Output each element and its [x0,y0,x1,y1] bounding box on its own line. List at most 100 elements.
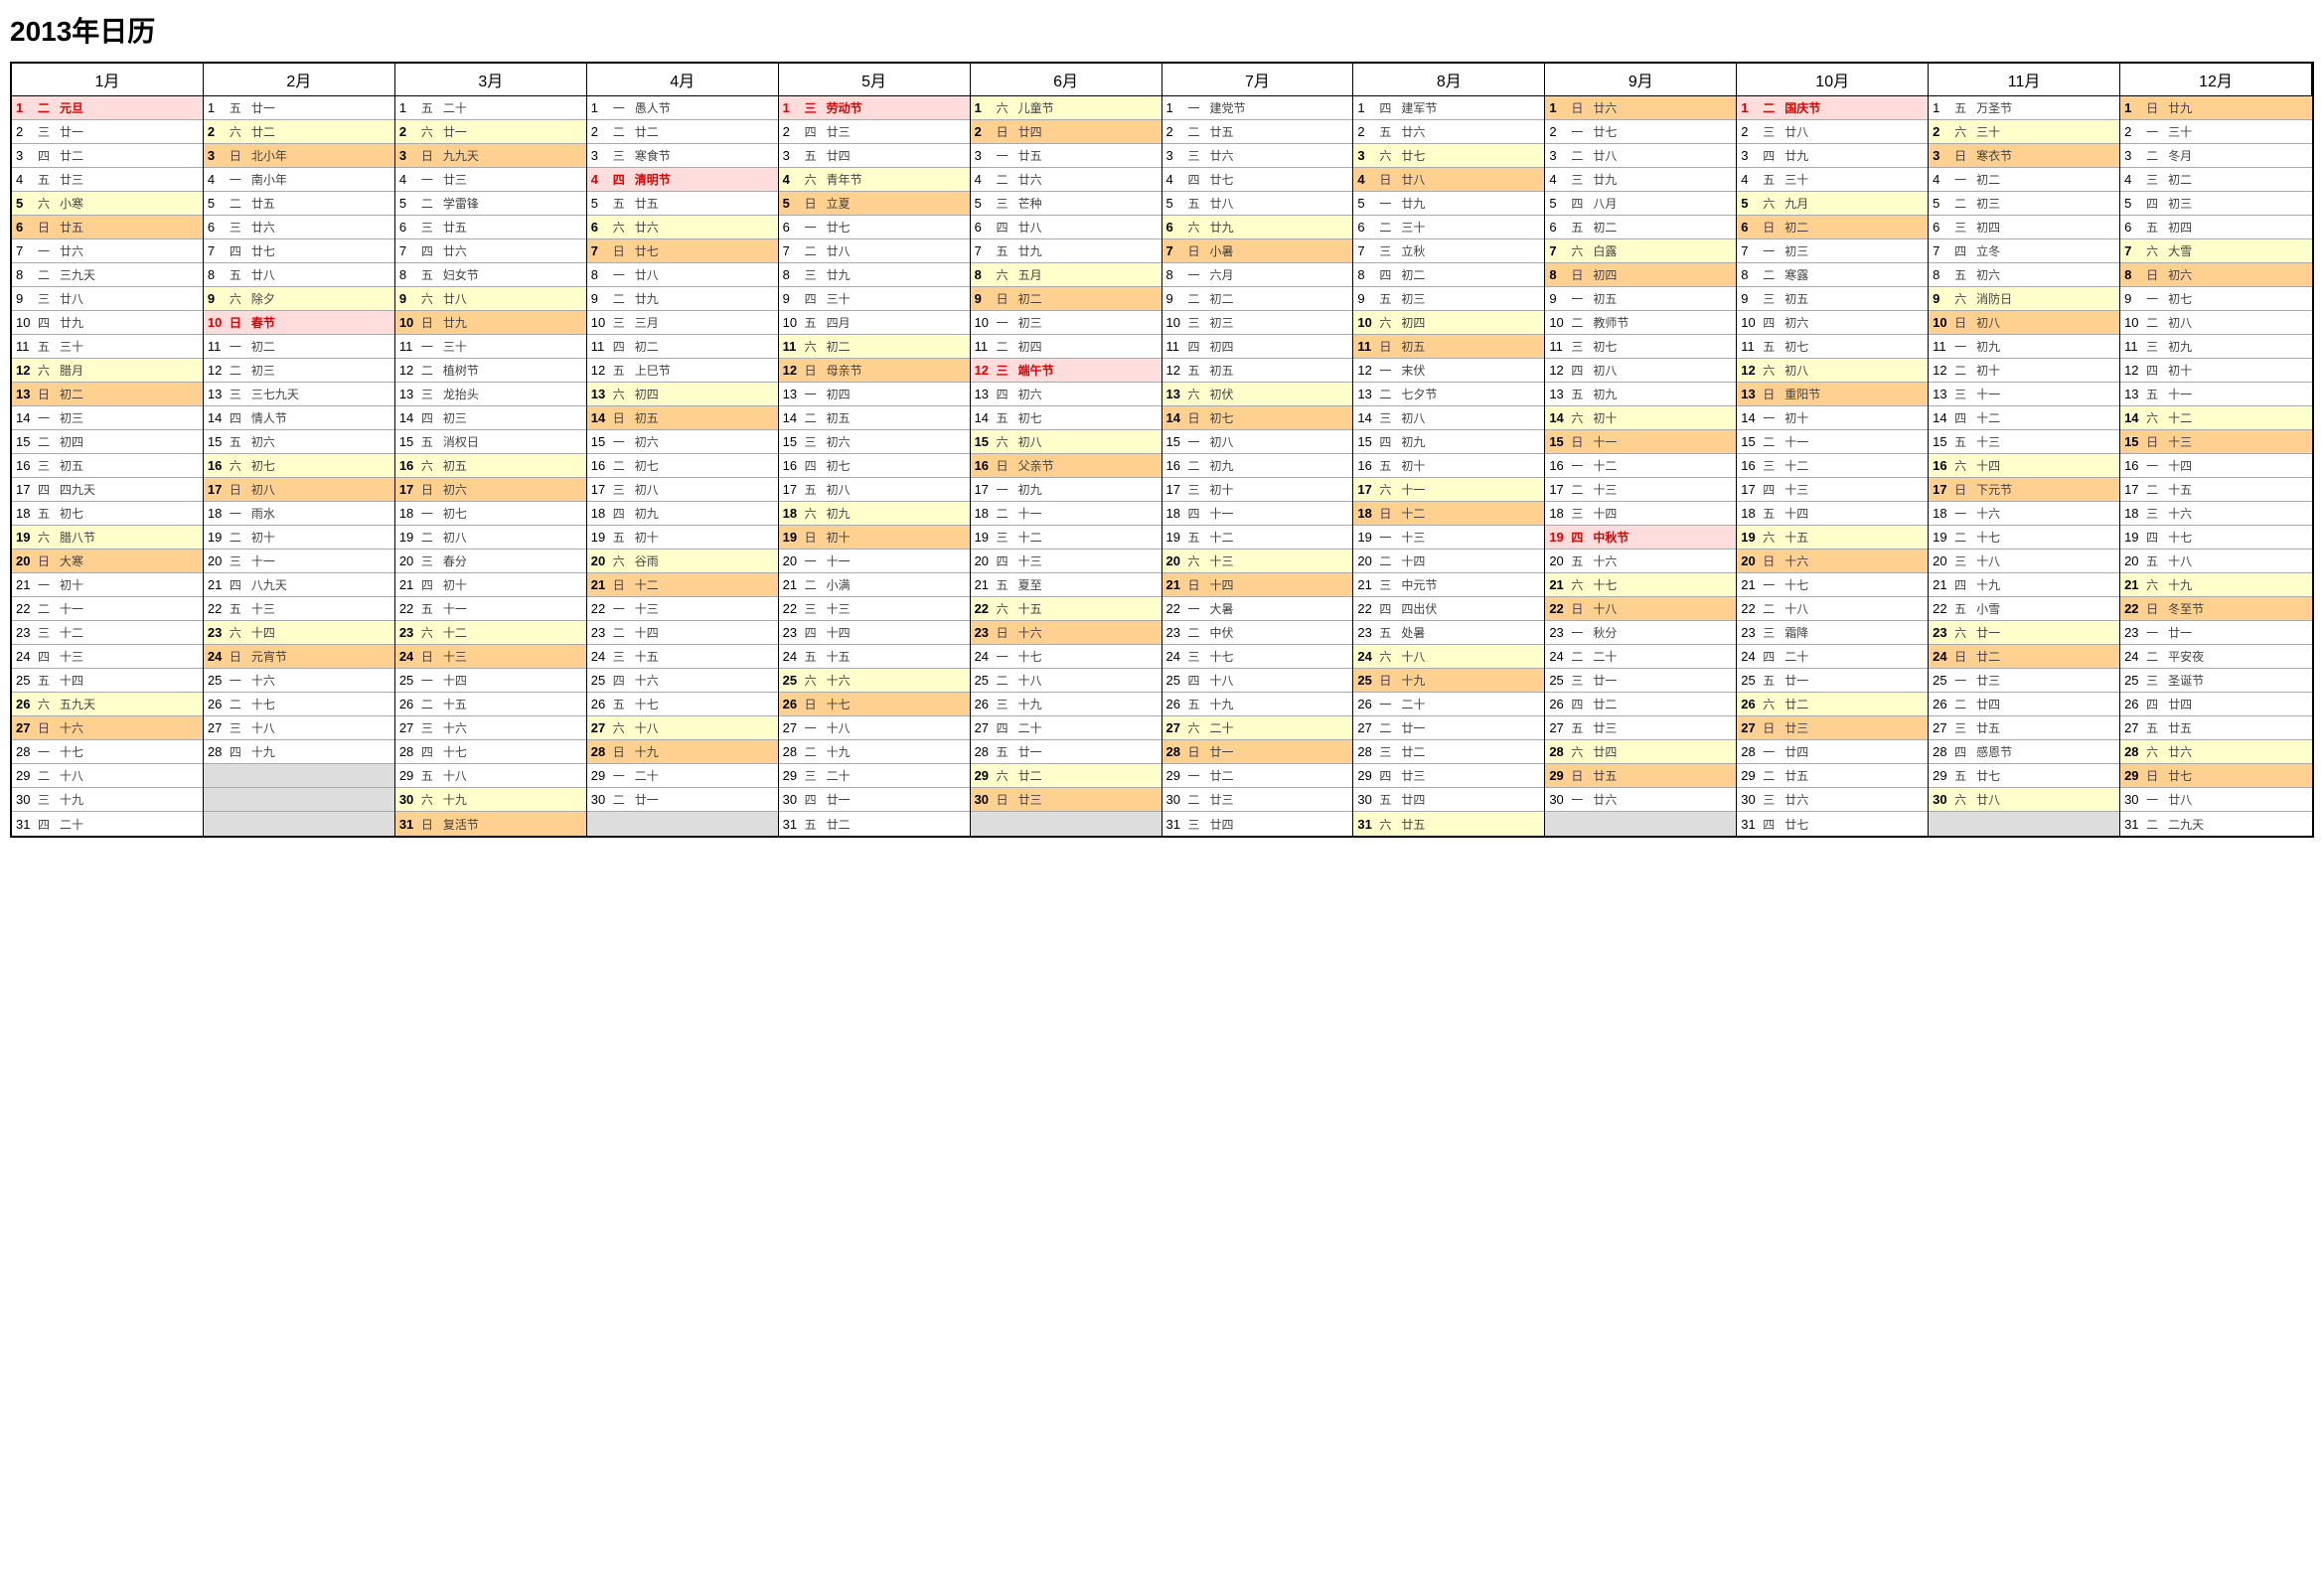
day-lunar: 廿九 [1401,195,1540,212]
day-weekday: 一 [1571,791,1593,808]
day-number: 25 [975,673,997,688]
day-cell: 7三立秋 [1353,239,1544,263]
day-weekday: 二 [421,195,443,212]
day-cell: 16一十四 [2120,454,2312,478]
day-lunar: 初五 [443,457,582,474]
day-weekday: 三 [1571,338,1593,355]
day-weekday: 五 [2146,719,2168,736]
day-cell: 12一末伏 [1353,359,1544,383]
day-weekday: 六 [230,123,251,140]
day-lunar: 十八 [2168,552,2308,569]
day-number: 21 [591,577,613,592]
day-weekday: 一 [1763,743,1784,760]
day-number: 9 [975,291,997,306]
day-number: 19 [1166,530,1188,545]
day-cell: 19五初十 [587,526,778,550]
day-lunar: 初十 [1784,409,1924,426]
day-lunar: 廿二 [827,816,966,833]
day-weekday: 二 [230,362,251,379]
day-lunar: 廿一 [443,123,582,140]
day-weekday: 二 [230,529,251,546]
day-weekday: 三 [1763,457,1784,474]
day-cell: 2四廿三 [779,120,970,144]
day-number: 21 [975,577,997,592]
day-lunar: 白露 [1593,242,1732,259]
day-weekday: 日 [805,696,827,712]
day-weekday: 二 [805,576,827,593]
day-weekday: 二 [2146,481,2168,498]
day-lunar: 廿五 [60,219,199,236]
day-cell: 27一十八 [779,716,970,740]
day-number: 6 [1357,220,1379,235]
day-weekday: 五 [805,816,827,833]
day-cell: 10四初六 [1737,311,1928,335]
day-number: 6 [783,220,805,235]
day-cell: 19一十三 [1353,526,1544,550]
day-weekday: 五 [38,171,60,188]
day-lunar: 十二 [1976,409,2115,426]
day-cell: 16一十二 [1545,454,1736,478]
day-lunar: 初三 [251,362,390,379]
day-cell: 7六大雪 [2120,239,2312,263]
day-weekday: 日 [230,481,251,498]
day-weekday: 三 [1188,481,1210,498]
day-lunar: 寒衣节 [1976,147,2115,164]
day-number: 3 [2124,148,2146,163]
day-cell: 11四初四 [1162,335,1353,359]
day-lunar: 十三 [1593,481,1732,498]
day-cell: 3六廿七 [1353,144,1544,168]
day-cell: 29一廿二 [1162,764,1353,788]
month-column: 1五万圣节2六三十3日寒衣节4一初二5二初三6三初四7四立冬8五初六9六消防日1… [1929,96,2120,836]
day-number: 11 [591,339,613,354]
day-cell: 30五廿四 [1353,788,1544,812]
day-lunar: 龙抬头 [443,386,582,402]
day-cell: 7四廿六 [395,239,586,263]
day-lunar: 中元节 [1401,576,1540,593]
day-lunar: 廿七 [2168,767,2308,784]
day-number: 23 [208,625,230,640]
day-weekday: 六 [1188,552,1210,569]
day-weekday: 一 [2146,123,2168,140]
month-column: 1五廿一2六廿二3日北小年4一南小年5二廿五6三廿六7四廿七8五廿八9六除夕10… [204,96,395,836]
day-number: 29 [16,768,38,783]
day-cell: 20四十三 [971,550,1162,573]
day-cell: 17日初六 [395,478,586,502]
day-lunar: 十五 [827,648,966,665]
day-lunar: 初七 [1210,409,1349,426]
day-lunar: 廿二 [251,123,390,140]
day-lunar: 初九 [635,505,774,522]
day-number: 20 [399,553,421,568]
day-weekday: 日 [997,457,1018,474]
day-weekday: 一 [1571,624,1593,641]
day-cell: 25三廿一 [1545,669,1736,693]
day-number: 13 [1741,387,1763,401]
day-lunar: 初十 [827,529,966,546]
day-cell: 11六初二 [779,335,970,359]
day-number: 11 [2124,339,2146,354]
day-number: 17 [208,482,230,497]
day-lunar: 廿九 [60,314,199,331]
day-lunar: 寒露 [1784,266,1924,283]
day-cell: 26四廿二 [1545,693,1736,716]
day-cell: 14六初十 [1545,406,1736,430]
day-lunar: 小雪 [1976,600,2115,617]
month-header: 9月 [1545,64,1737,96]
day-weekday: 三 [997,195,1018,212]
day-number: 16 [1933,458,1954,473]
day-cell: 24三十五 [587,645,778,669]
day-cell: 22六十五 [971,597,1162,621]
day-number: 27 [1549,720,1571,735]
day-number: 27 [208,720,230,735]
day-cell: 6日廿五 [12,216,203,239]
day-weekday: 二 [1571,314,1593,331]
day-lunar: 十八 [1401,648,1540,665]
day-weekday: 四 [38,648,60,665]
day-number: 25 [16,673,38,688]
day-cell: 12六初八 [1737,359,1928,383]
day-lunar: 廿六 [2168,743,2308,760]
day-weekday: 二 [1188,457,1210,474]
day-number: 20 [591,553,613,568]
day-number: 16 [1741,458,1763,473]
day-lunar: 十三 [1018,552,1158,569]
day-lunar: 二九天 [2168,816,2308,833]
